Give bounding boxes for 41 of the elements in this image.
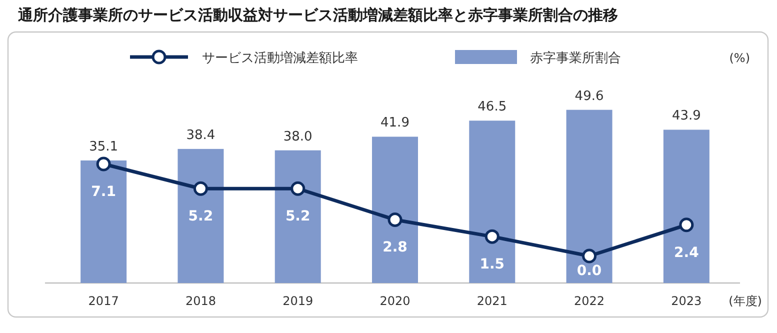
data-label: 1.5 bbox=[480, 256, 505, 273]
legend-label: サービス活動増減差額比率 bbox=[202, 50, 358, 66]
data-label: 49.6 bbox=[574, 88, 604, 104]
legend-label: 赤字事業所割合 bbox=[530, 50, 621, 66]
legend-赤字事業所割合: 赤字事業所割合 bbox=[455, 50, 621, 66]
x-tick-label: 2018 bbox=[185, 294, 216, 308]
point bbox=[679, 218, 694, 232]
x-tick-label: 2020 bbox=[380, 294, 410, 308]
data-label: 5.2 bbox=[188, 208, 214, 225]
x-tick-label: 2019 bbox=[282, 294, 314, 308]
x-tick-label: 2017 bbox=[88, 294, 119, 308]
data-label: 46.5 bbox=[478, 100, 507, 115]
data-label: 2.8 bbox=[382, 240, 408, 256]
x-axis-title: (年度) bbox=[728, 294, 762, 308]
point bbox=[193, 181, 208, 196]
point bbox=[290, 181, 306, 196]
data-label: 7.1 bbox=[91, 184, 116, 200]
bar bbox=[566, 110, 612, 283]
data-label: 0.0 bbox=[576, 263, 602, 279]
data-label: 41.9 bbox=[380, 116, 410, 131]
data-label: 5.2 bbox=[285, 208, 310, 225]
bar bbox=[372, 136, 418, 283]
bar bbox=[274, 150, 321, 283]
bar bbox=[80, 160, 127, 283]
bar bbox=[178, 148, 224, 283]
data-label: 38.0 bbox=[283, 129, 312, 144]
data-label: 35.1 bbox=[89, 139, 118, 154]
y-axis-title: (%) bbox=[729, 51, 750, 65]
point bbox=[388, 212, 402, 227]
data-label: 2.4 bbox=[674, 244, 700, 261]
chart-title: 通所介護事業所のサービス活動収益対サービス活動増減差額比率と赤字事業所割合の推移 bbox=[17, 6, 618, 24]
bar bbox=[469, 120, 516, 283]
point bbox=[484, 229, 500, 244]
point bbox=[582, 248, 597, 264]
data-label: 43.9 bbox=[672, 108, 701, 124]
x-tick-label: 2022 bbox=[574, 294, 605, 308]
data-label: 38.4 bbox=[186, 128, 216, 143]
x-tick-label: 2023 bbox=[671, 294, 702, 308]
bar bbox=[663, 130, 710, 283]
x-tick-label: 2021 bbox=[476, 294, 508, 308]
point bbox=[96, 156, 111, 172]
